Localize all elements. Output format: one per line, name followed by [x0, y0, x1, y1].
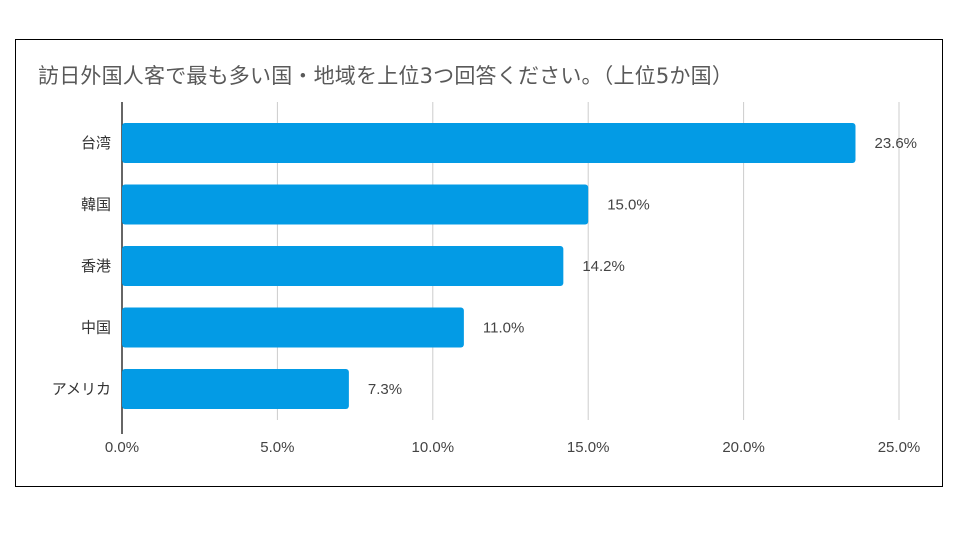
category-label: 台湾	[81, 134, 111, 152]
x-tick-label: 0.0%	[105, 439, 139, 456]
bar	[122, 246, 564, 286]
bar	[122, 369, 349, 409]
data-label: 7.3%	[368, 381, 402, 398]
category-label: 香港	[81, 257, 111, 275]
x-tick-label: 25.0%	[878, 439, 921, 456]
bar	[122, 184, 589, 225]
data-label: 15.0%	[607, 197, 650, 214]
data-label: 11.0%	[483, 320, 524, 337]
chart-title: 訪日外国人客で最も多い国・地域を上位3つ回答ください。（上位5か国）	[38, 64, 734, 88]
data-label: 23.6%	[874, 135, 917, 152]
bars	[122, 123, 856, 409]
x-tick-label: 5.0%	[260, 439, 294, 456]
x-tick-label: 20.0%	[722, 439, 765, 456]
x-tick-label: 10.0%	[412, 439, 455, 456]
bar	[122, 123, 856, 163]
x-tick-label: 15.0%	[567, 439, 610, 456]
bar	[122, 307, 464, 348]
category-label: アメリカ	[52, 380, 111, 398]
labels: 0.0% 5.0% 10.0% 15.0% 20.0% 25.0% 台湾 23.6% 韓国 15.…	[52, 134, 921, 456]
data-label: 14.2%	[582, 258, 625, 275]
category-label: 中国	[81, 319, 111, 337]
category-label: 韓国	[81, 196, 111, 214]
